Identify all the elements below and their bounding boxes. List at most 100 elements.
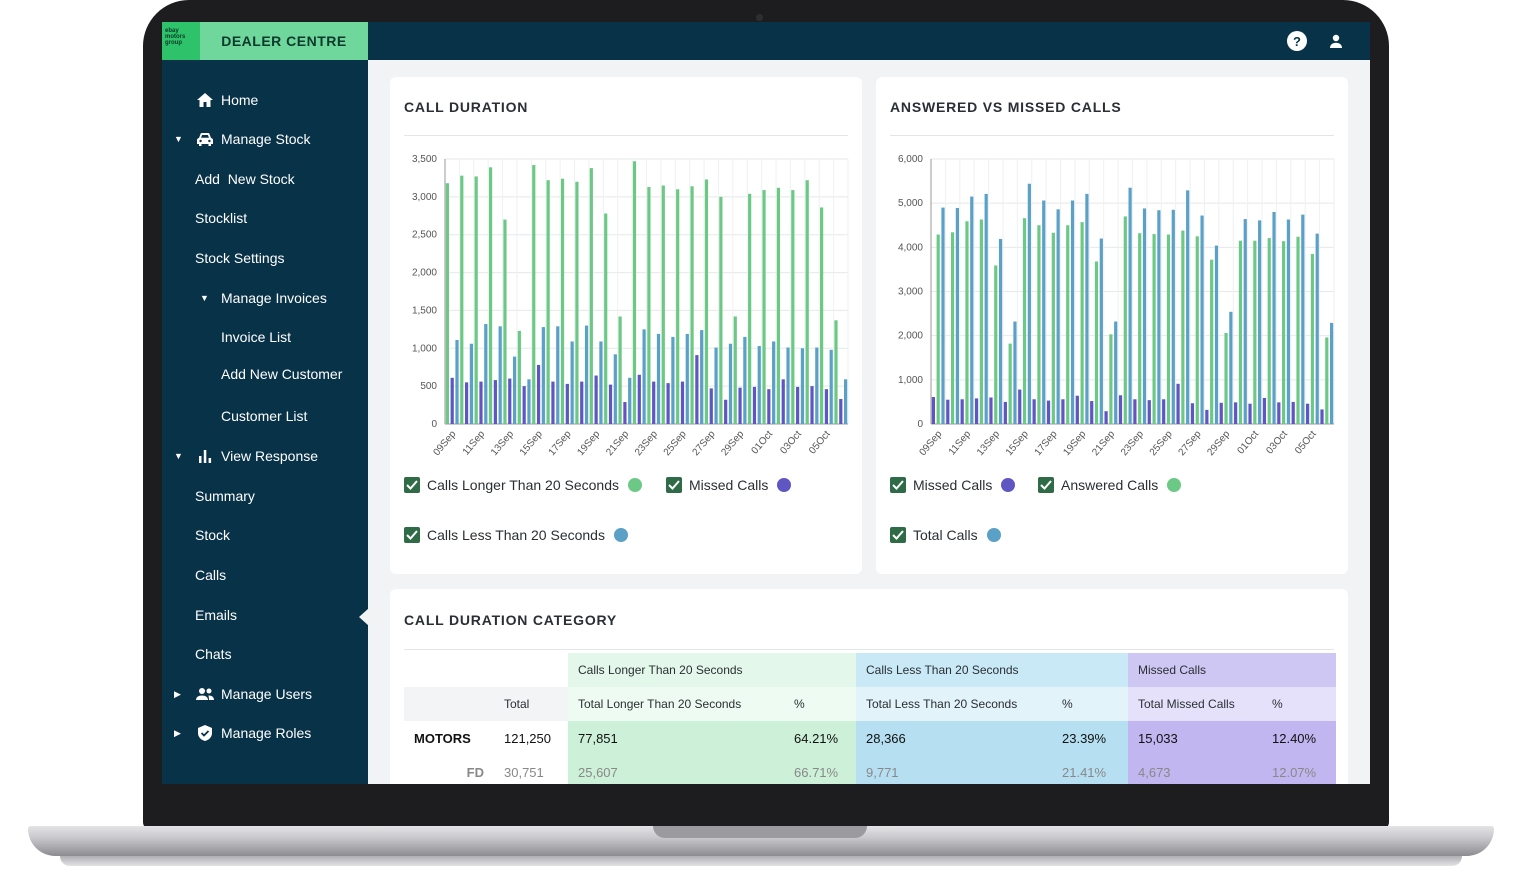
bar[interactable]: [661, 185, 665, 425]
bar[interactable]: [1286, 219, 1291, 424]
bar[interactable]: [800, 348, 805, 424]
bar[interactable]: [1157, 210, 1161, 424]
bar[interactable]: [1210, 259, 1214, 424]
bar[interactable]: [960, 399, 964, 424]
checkbox-checked-icon[interactable]: [890, 477, 906, 493]
bar[interactable]: [970, 196, 974, 424]
bar[interactable]: [589, 168, 593, 424]
bar[interactable]: [460, 175, 464, 424]
bar[interactable]: [796, 386, 800, 424]
bar[interactable]: [1243, 219, 1247, 424]
bar[interactable]: [805, 180, 809, 424]
bar[interactable]: [570, 341, 574, 424]
bar[interactable]: [1200, 215, 1204, 424]
bar[interactable]: [512, 356, 517, 424]
bar[interactable]: [1181, 230, 1185, 424]
column-header[interactable]: Total Less Than 20 Seconds: [856, 687, 1052, 721]
bar[interactable]: [989, 397, 993, 425]
sidebar-item-invoice-list[interactable]: Invoice List: [221, 322, 291, 352]
bar[interactable]: [733, 316, 737, 424]
bar[interactable]: [464, 382, 469, 424]
bar[interactable]: [1018, 389, 1022, 424]
bar[interactable]: [594, 375, 598, 424]
legend-item-missed[interactable]: Missed Calls: [890, 477, 1016, 493]
legend-item-missed[interactable]: Missed Calls: [666, 477, 792, 493]
bar[interactable]: [1123, 216, 1127, 424]
bar[interactable]: [815, 347, 819, 424]
bar[interactable]: [1046, 400, 1051, 424]
bar[interactable]: [748, 193, 752, 424]
bar[interactable]: [632, 161, 637, 424]
bar[interactable]: [757, 346, 761, 424]
bar[interactable]: [474, 176, 478, 424]
bar[interactable]: [455, 339, 459, 424]
bar[interactable]: [844, 379, 848, 424]
bar[interactable]: [704, 179, 709, 424]
sidebar-item-add-new-customer[interactable]: Add New Customer: [221, 359, 342, 389]
bar[interactable]: [522, 386, 526, 424]
bar[interactable]: [676, 189, 680, 424]
sidebar-item-stock-settings[interactable]: Stock Settings: [195, 243, 285, 273]
bar[interactable]: [1032, 399, 1036, 424]
sidebar-item-add-new-stock[interactable]: Add New Stock: [195, 164, 295, 194]
bar[interactable]: [666, 383, 670, 424]
bar[interactable]: [1301, 214, 1305, 424]
bar[interactable]: [1195, 236, 1199, 424]
bar[interactable]: [1099, 238, 1103, 425]
bar[interactable]: [527, 379, 531, 424]
bar[interactable]: [1013, 321, 1017, 424]
bar[interactable]: [1085, 193, 1089, 424]
bar[interactable]: [484, 324, 488, 424]
bar[interactable]: [743, 336, 747, 424]
bar[interactable]: [1320, 409, 1324, 424]
bar[interactable]: [695, 355, 699, 424]
bar[interactable]: [685, 333, 689, 424]
bar[interactable]: [1027, 183, 1031, 424]
bar[interactable]: [1176, 383, 1180, 424]
bar[interactable]: [608, 384, 613, 424]
column-header[interactable]: %: [1052, 687, 1128, 721]
bar[interactable]: [560, 178, 565, 424]
bar[interactable]: [1118, 395, 1123, 424]
bar[interactable]: [1075, 395, 1079, 424]
checkbox-checked-icon[interactable]: [666, 477, 682, 493]
bar[interactable]: [994, 265, 998, 424]
bar[interactable]: [584, 325, 589, 424]
bar[interactable]: [536, 364, 541, 424]
bar[interactable]: [824, 389, 829, 424]
bar[interactable]: [556, 326, 560, 424]
bar[interactable]: [1229, 311, 1233, 424]
bar[interactable]: [931, 397, 935, 424]
bar[interactable]: [565, 383, 569, 424]
bar[interactable]: [1109, 334, 1113, 424]
bar[interactable]: [1262, 397, 1267, 424]
checkbox-checked-icon[interactable]: [1038, 477, 1054, 493]
bar[interactable]: [776, 187, 781, 424]
bar[interactable]: [1056, 209, 1060, 424]
bar[interactable]: [1114, 321, 1118, 424]
bar[interactable]: [1008, 343, 1012, 424]
bar[interactable]: [1166, 234, 1171, 424]
bar[interactable]: [618, 316, 622, 424]
bar[interactable]: [599, 341, 603, 424]
bar[interactable]: [1080, 222, 1084, 424]
bar[interactable]: [955, 208, 959, 424]
bar[interactable]: [719, 196, 723, 424]
bar[interactable]: [791, 190, 795, 424]
bar[interactable]: [1066, 225, 1070, 424]
bar[interactable]: [1186, 190, 1190, 424]
legend-item-answered[interactable]: Answered Calls: [1038, 477, 1182, 493]
bar[interactable]: [724, 399, 728, 424]
bar[interactable]: [1315, 233, 1319, 424]
bar[interactable]: [984, 193, 988, 424]
user-icon[interactable]: [1326, 31, 1346, 51]
bar[interactable]: [680, 381, 685, 424]
bar[interactable]: [752, 386, 757, 424]
bar[interactable]: [1190, 403, 1195, 424]
column-header[interactable]: Total: [504, 697, 530, 711]
bar[interactable]: [1104, 411, 1108, 424]
bar[interactable]: [690, 186, 694, 424]
bar[interactable]: [498, 326, 502, 424]
bar[interactable]: [613, 354, 617, 424]
bar[interactable]: [479, 381, 483, 424]
